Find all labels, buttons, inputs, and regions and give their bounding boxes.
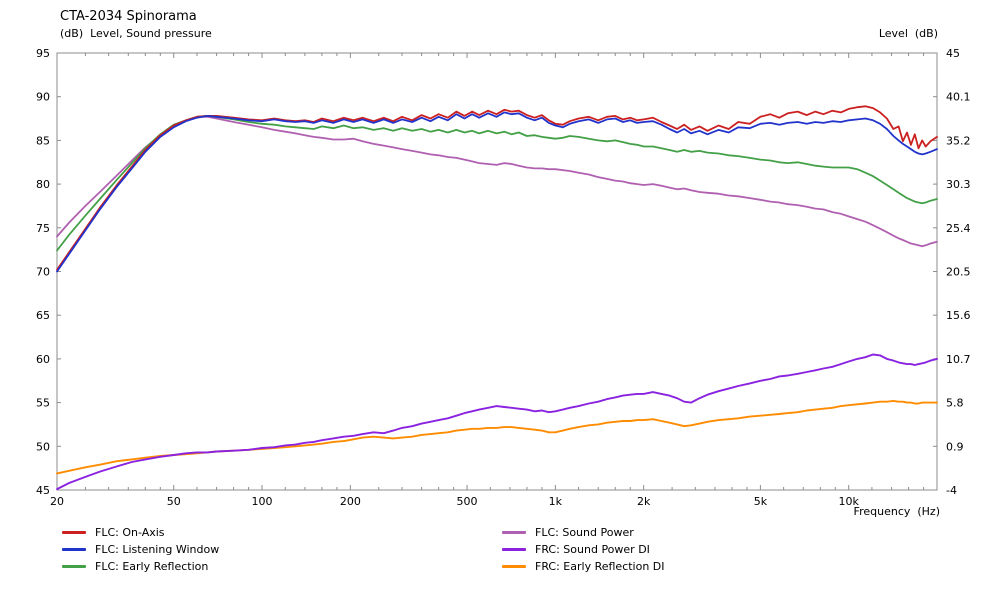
legend-swatch bbox=[62, 565, 86, 568]
y-left-tick-label: 70 bbox=[36, 266, 50, 279]
legend-swatch bbox=[62, 531, 86, 534]
legend-item-frc-sound-power-di: FRC: Sound Power DI bbox=[502, 541, 665, 558]
x-tick-label: 100 bbox=[252, 495, 273, 508]
legend-item-flc-on-axis: FLC: On-Axis bbox=[62, 524, 219, 541]
x-tick-label: 20 bbox=[50, 495, 64, 508]
y-right-tick-label: 15.6 bbox=[946, 309, 971, 322]
y-right-tick-label: 0.9 bbox=[946, 440, 964, 453]
right-axis-title: Level (dB) bbox=[878, 27, 938, 40]
x-tick-label: 1k bbox=[549, 495, 563, 508]
x-tick-label: 500 bbox=[457, 495, 478, 508]
series-line-flc-sound-power bbox=[56, 115, 938, 248]
series-line-flc-listening-window bbox=[56, 111, 938, 273]
y-right-tick-label: 25.4 bbox=[946, 222, 971, 235]
y-left-tick-label: 50 bbox=[36, 440, 50, 453]
legend-label: FRC: Sound Power DI bbox=[535, 543, 650, 556]
x-tick-label: 10k bbox=[839, 495, 860, 508]
legend-item-flc-sound-power: FLC: Sound Power bbox=[502, 524, 665, 541]
legend-swatch bbox=[502, 565, 526, 568]
y-right-tick-label: 35.2 bbox=[946, 134, 971, 147]
series-line-frc-early-reflection-di bbox=[56, 399, 938, 475]
y-left-tick-label: 90 bbox=[36, 91, 50, 104]
y-left-tick-label: 95 bbox=[36, 47, 50, 60]
legend-item-flc-listening-window: FLC: Listening Window bbox=[62, 541, 219, 558]
legend-label: FLC: On-Axis bbox=[95, 526, 165, 539]
left-axis-title: (dB) Level, Sound pressure bbox=[60, 27, 212, 40]
legend-column: FLC: Sound Power FRC: Sound Power DI FRC: … bbox=[502, 524, 665, 575]
y-left-tick-label: 55 bbox=[36, 397, 50, 410]
y-left-tick-label: 75 bbox=[36, 222, 50, 235]
legend-label: FRC: Early Reflection DI bbox=[535, 560, 665, 573]
legend-column: FLC: On-Axis FLC: Listening Window FLC: Ea… bbox=[62, 524, 219, 575]
y-right-tick-label: 20.5 bbox=[946, 266, 971, 279]
legend-item-flc-early-reflection: FLC: Early Reflection bbox=[62, 558, 219, 575]
y-left-tick-label: 80 bbox=[36, 178, 50, 191]
legend-label: FLC: Sound Power bbox=[535, 526, 634, 539]
legend-label: FLC: Listening Window bbox=[95, 543, 220, 556]
y-axis-ticks: 95 45 90 40.1 85 35.2 80 30.3 75 25.4 70 20.5 65 15.6… bbox=[36, 47, 971, 497]
x-tick-label: 2k bbox=[637, 495, 651, 508]
y-left-tick-label: 65 bbox=[36, 309, 50, 322]
x-tick-label: 200 bbox=[340, 495, 361, 508]
y-left-tick-label: 85 bbox=[36, 134, 50, 147]
chart-title: CTA-2034 Spinorama bbox=[60, 9, 197, 24]
y-right-tick-label: 5.8 bbox=[946, 397, 964, 410]
legend-swatch bbox=[62, 548, 86, 551]
series-line-flc-early-reflection bbox=[56, 115, 938, 252]
legend-label: FLC: Early Reflection bbox=[95, 560, 209, 573]
y-left-tick-label: 60 bbox=[36, 353, 50, 366]
legend-swatch bbox=[502, 531, 526, 534]
series-line-flc-on-axis bbox=[56, 105, 938, 271]
y-right-tick-label: 10.7 bbox=[946, 353, 971, 366]
x-axis-ticks: 20 50 100 200 500 1k 2k 5k 10k bbox=[50, 53, 925, 508]
y-left-tick-label: 45 bbox=[36, 484, 50, 497]
y-right-tick-label: 40.1 bbox=[946, 91, 971, 104]
legend-item-frc-early-reflection-di: FRC: Early Reflection DI bbox=[502, 558, 665, 575]
series-line-frc-sound-power-di bbox=[56, 353, 938, 491]
x-tick-label: 5k bbox=[754, 495, 768, 508]
y-right-tick-label: -4 bbox=[946, 484, 957, 497]
y-right-tick-label: 45 bbox=[946, 47, 960, 60]
series-lines bbox=[56, 105, 938, 491]
legend-swatch bbox=[502, 548, 526, 551]
x-axis-title: Frequency (Hz) bbox=[853, 505, 940, 518]
x-tick-label: 50 bbox=[167, 495, 181, 508]
y-right-tick-label: 30.3 bbox=[946, 178, 971, 191]
